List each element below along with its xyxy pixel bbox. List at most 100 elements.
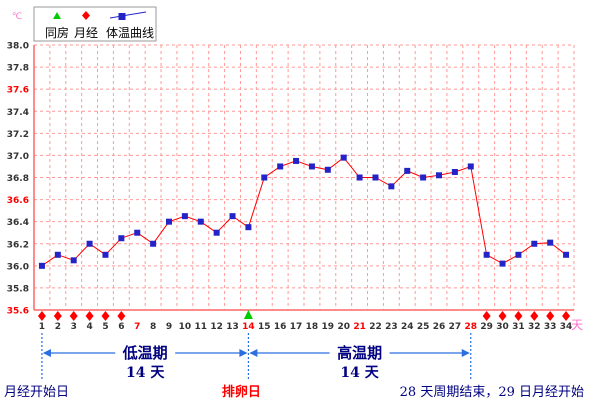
x-tick-label: 30 bbox=[496, 322, 509, 332]
menstruation-marker bbox=[101, 311, 110, 321]
menstruation-marker bbox=[482, 311, 491, 321]
temperature-point bbox=[388, 183, 395, 190]
high-phase-arrowhead-left bbox=[249, 349, 258, 357]
x-tick-label: 25 bbox=[417, 322, 430, 332]
legend-intercourse-icon bbox=[53, 12, 61, 19]
x-tick-label: 8 bbox=[150, 322, 156, 332]
temperature-point bbox=[261, 174, 268, 181]
menstruation-marker bbox=[37, 311, 46, 321]
menstruation-marker bbox=[546, 311, 555, 321]
legend-label-intercourse: 同房 bbox=[45, 25, 69, 40]
x-tick-label: 34 bbox=[560, 322, 573, 332]
temperature-point bbox=[277, 163, 284, 170]
legend: 同房 月经 体温曲线 bbox=[33, 6, 157, 42]
y-tick-label: 37.8 bbox=[7, 64, 29, 74]
grid bbox=[33, 44, 575, 311]
temperature-point bbox=[372, 174, 379, 181]
temperature-point bbox=[420, 174, 427, 181]
temperature-point bbox=[467, 163, 474, 170]
high-phase-title-bg bbox=[329, 343, 390, 361]
menstruation-marker bbox=[514, 311, 523, 321]
y-tick-label: 37.4 bbox=[7, 108, 29, 118]
x-tick-label: 22 bbox=[369, 322, 382, 332]
cycle-start-label: 月经开始日 bbox=[4, 385, 69, 400]
temperature-point bbox=[356, 174, 363, 181]
x-tick-label: 19 bbox=[322, 322, 335, 332]
x-tick-label: 14 bbox=[242, 322, 255, 332]
day-unit-label: 天 bbox=[571, 318, 583, 332]
intercourse-marker bbox=[243, 310, 253, 319]
temperature-point bbox=[451, 168, 458, 175]
ovulation-label: 排卵日 bbox=[222, 384, 261, 400]
low-phase-days: 14 天 bbox=[126, 365, 165, 381]
legend-temperature-line bbox=[109, 11, 147, 19]
temperature-point bbox=[213, 229, 220, 236]
temperature-point bbox=[181, 213, 188, 220]
x-tick-label: 33 bbox=[544, 322, 557, 332]
x-tick-label: 18 bbox=[306, 322, 319, 332]
y-tick-label: 37.6 bbox=[7, 86, 29, 96]
temperature-point bbox=[547, 239, 554, 246]
y-tick-label: 36.4 bbox=[7, 218, 29, 228]
temperature-point bbox=[86, 240, 93, 247]
menstruation-marker bbox=[530, 311, 539, 321]
y-tick-label: 36.6 bbox=[7, 196, 29, 206]
menstruation-marker bbox=[69, 311, 78, 321]
menstruation-marker bbox=[53, 311, 62, 321]
x-tick-label: 16 bbox=[274, 322, 287, 332]
menstruation-marker bbox=[498, 311, 507, 321]
temperature-point bbox=[436, 172, 442, 179]
menstruation-marker bbox=[85, 311, 94, 321]
temperature-point bbox=[563, 251, 570, 258]
menstruation-marker bbox=[562, 311, 571, 321]
x-tick-label: 15 bbox=[258, 322, 271, 332]
x-tick-label: 5 bbox=[102, 322, 108, 332]
cycle-end-label: 28 天周期结束，29 日月经开始 bbox=[400, 385, 584, 400]
temperature-line bbox=[41, 156, 567, 267]
low-phase-title-bg bbox=[115, 343, 176, 361]
x-tick-label: 24 bbox=[401, 322, 414, 332]
x-tick-label: 9 bbox=[166, 322, 172, 332]
day-markers bbox=[37, 310, 571, 321]
y-tick-label: 35.6 bbox=[7, 307, 29, 317]
y-tick-label: 36.0 bbox=[7, 262, 29, 272]
x-tick-label: 11 bbox=[194, 322, 207, 332]
temperature-point bbox=[293, 157, 300, 164]
y-tick-label: 35.8 bbox=[7, 284, 29, 294]
x-tick-label: 4 bbox=[86, 322, 92, 332]
temperature-point bbox=[340, 154, 347, 161]
temperature-point bbox=[38, 262, 45, 269]
x-tick-label: 17 bbox=[290, 322, 303, 332]
x-tick-label: 27 bbox=[449, 322, 462, 332]
x-tick-label: 2 bbox=[55, 322, 61, 332]
x-tick-label: 13 bbox=[226, 322, 239, 332]
temperature-series bbox=[38, 154, 570, 269]
legend-box bbox=[33, 6, 157, 42]
x-tick-label: 1 bbox=[39, 322, 45, 332]
x-tick-label: 21 bbox=[353, 322, 366, 332]
temperature-point bbox=[102, 251, 109, 258]
x-tick-label: 28 bbox=[464, 322, 477, 332]
y-tick-label: 36.2 bbox=[7, 240, 29, 250]
temperature-point bbox=[54, 251, 61, 258]
temperature-point bbox=[197, 218, 204, 225]
temperature-point bbox=[515, 251, 522, 258]
temperature-point bbox=[166, 218, 172, 225]
x-tick-label: 12 bbox=[210, 322, 223, 332]
phase-annotations: 低温期 14 天 高温期 14 天 月经开始日 排卵日 28 天周期结束，29 … bbox=[4, 333, 584, 400]
temperature-unit-label: ℃ bbox=[12, 12, 22, 22]
temperature-point bbox=[229, 213, 236, 220]
temperature-point bbox=[150, 240, 157, 247]
legend-label-temperature: 体温曲线 bbox=[106, 26, 154, 40]
temperature-point bbox=[531, 240, 538, 247]
high-phase-title: 高温期 bbox=[337, 344, 382, 362]
y-axis-ticks: 35.6 35.8 36.0 36.2 36.4 36.6 36.8 37.0 37.2 37.4… bbox=[7, 42, 29, 317]
temperature-point bbox=[404, 167, 411, 174]
temperature-point bbox=[134, 229, 141, 236]
temperature-point bbox=[324, 166, 331, 173]
temperature-point bbox=[308, 163, 315, 170]
y-tick-label: 37.0 bbox=[7, 152, 29, 162]
temperature-point bbox=[245, 224, 252, 231]
menstruation-marker bbox=[117, 311, 126, 321]
